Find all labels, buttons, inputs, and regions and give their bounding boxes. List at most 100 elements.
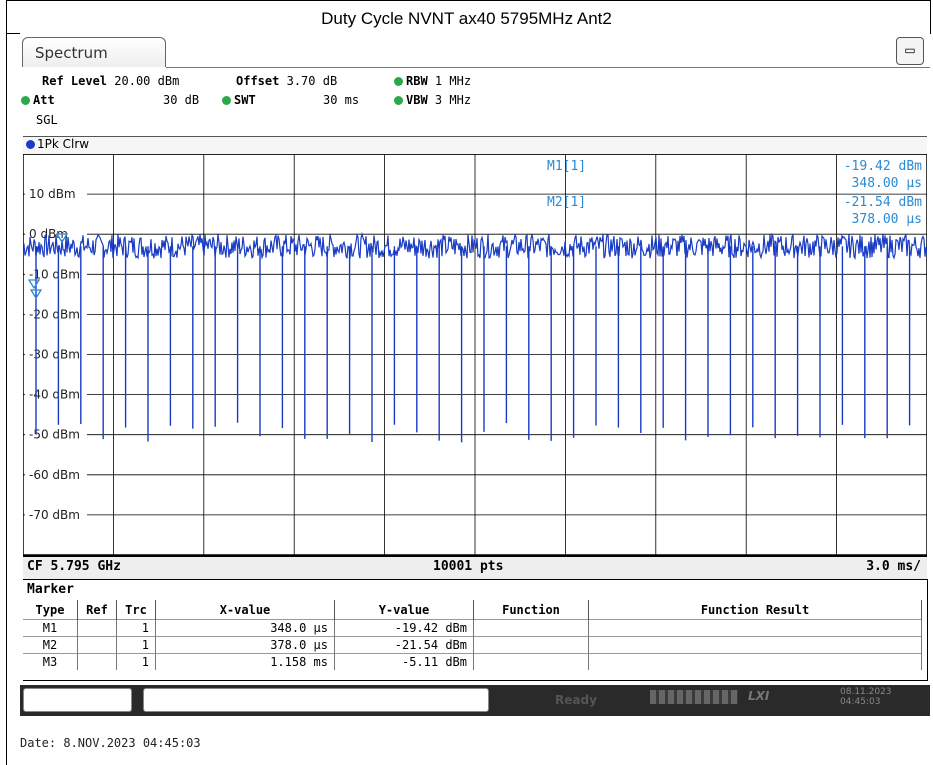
- col-trc: Trc: [116, 600, 156, 620]
- marker-table-header: Type Ref Trc X-value Y-value Function Fu…: [23, 600, 922, 620]
- marker-readout-time: 378.00 µs: [852, 212, 922, 227]
- vbw-label: VBW: [406, 93, 428, 107]
- row-function: [473, 619, 589, 637]
- lxi-logo: LXI: [748, 689, 770, 703]
- marker-table: Marker Type Ref Trc X-value Y-value Func…: [23, 579, 928, 681]
- marker-readout-level: -19.42 dBm: [844, 159, 922, 174]
- table-row[interactable]: M3 1 1.158 ms -5.11 dBm: [23, 653, 922, 670]
- rbw-setting: RBW 1 MHz: [394, 74, 471, 88]
- row-x-value: 1.158 ms: [155, 653, 335, 670]
- time-per-division: 3.0 ms/: [866, 559, 921, 574]
- row-type: M3: [23, 653, 78, 670]
- sweep-points: 10001 pts: [433, 559, 504, 574]
- menu-icon[interactable]: ▭: [896, 37, 924, 65]
- trace-indicator-icon: [26, 140, 35, 149]
- capture-date: Date: 8.NOV.2023 04:45:03: [20, 736, 201, 750]
- trace-line: [22, 232, 928, 260]
- row-ref: [77, 636, 117, 654]
- status-field-2[interactable]: [143, 688, 489, 712]
- spectrum-analyzer-screen: Spectrum ▭ Ref Level 20.00 dBm Offset 3.…: [20, 31, 930, 716]
- page-title: Duty Cycle NVNT ax40 5795MHz Ant2: [321, 9, 612, 28]
- marker-readout-name: M1[1]: [547, 159, 586, 174]
- att-label: Att: [33, 93, 55, 107]
- y-label-bg: [25, 305, 87, 320]
- ready-indicator: Ready: [555, 693, 597, 707]
- att-value: 30 dB: [163, 93, 200, 107]
- y-axis-label: -20 dBm: [29, 307, 80, 321]
- y-axis-label: 10 dBm: [29, 187, 76, 201]
- row-y-value: -21.54 dBm: [334, 636, 474, 654]
- sweep-mode: SGL: [36, 113, 58, 127]
- row-y-value: -5.11 dBm: [334, 653, 474, 670]
- ref-level-value: 20.00 dBm: [114, 74, 180, 88]
- table-row[interactable]: M2 1 378.0 µs -21.54 dBm: [23, 636, 922, 654]
- row-type: M2: [23, 636, 78, 654]
- title-underline: [6, 33, 20, 34]
- frame-top-border: [6, 0, 931, 1]
- y-label-bg: [25, 265, 87, 280]
- vbw-setting: VBW 3 MHz: [394, 93, 471, 107]
- row-y-value: -19.42 dBm: [334, 619, 474, 637]
- offset-setting: Offset 3.70 dB: [236, 74, 337, 88]
- swt-value-wrap: 30 ms: [323, 93, 359, 107]
- row-function-result: [588, 653, 922, 670]
- marker-m1-symbol: [27, 279, 41, 290]
- frame-right-border: [930, 0, 931, 34]
- marker-readout-name: M2[1]: [547, 195, 586, 210]
- center-frequency: CF 5.795 GHz: [27, 559, 121, 574]
- rbw-indicator-icon: [394, 77, 403, 86]
- marker-m3-symbol: [55, 233, 69, 244]
- y-label-bg: [25, 345, 87, 360]
- swt-indicator-icon: [222, 96, 231, 105]
- offset-label: Offset: [236, 74, 280, 88]
- tab-spectrum[interactable]: Spectrum: [22, 37, 166, 67]
- col-x-value: X-value: [155, 600, 335, 620]
- row-ref: [77, 619, 117, 637]
- col-ref: Ref: [77, 600, 117, 620]
- settings-row-1: Ref Level 20.00 dBm: [42, 74, 179, 88]
- row-type: M1: [23, 619, 78, 637]
- col-function: Function: [473, 600, 589, 620]
- offset-value: 3.70 dB: [286, 74, 338, 88]
- progress-meter: [650, 690, 738, 704]
- marker-m2-symbol: [29, 289, 43, 300]
- row-trc: 1: [116, 619, 156, 637]
- spectrum-plot[interactable]: 10 dBm 0 dBm -10 dBm -20 dBm -30 dBm -40 dBm -…: [22, 153, 928, 577]
- att-value-wrap: 30 dB: [163, 93, 199, 107]
- row-x-value: 378.0 µs: [155, 636, 335, 654]
- col-type: Type: [23, 600, 78, 620]
- marker-table-title: Marker: [27, 582, 74, 597]
- col-y-value: Y-value: [334, 600, 474, 620]
- row-function-result: [588, 636, 922, 654]
- tab-divider: [166, 67, 930, 68]
- y-axis-label: 0 dBm: [29, 227, 68, 241]
- att-indicator-icon: [21, 96, 30, 105]
- y-axis-label: -10 dBm: [29, 267, 80, 281]
- swt-value: 30 ms: [323, 93, 360, 107]
- row-function: [473, 653, 589, 670]
- table-row[interactable]: M1 1 348.0 µs -19.42 dBm: [23, 619, 922, 637]
- row-trc: 1: [116, 636, 156, 654]
- y-label-bg: [25, 385, 87, 400]
- trace-label: 1Pk Clrw: [37, 137, 90, 151]
- instrument-status-bar: Ready LXI 08.11.2023 04:45:03: [20, 685, 930, 716]
- vbw-value: 3 MHz: [434, 93, 472, 107]
- att-setting: Att: [21, 93, 55, 107]
- instrument-time: 04:45:03: [840, 697, 881, 707]
- rbw-label: RBW: [406, 74, 428, 88]
- status-field-1[interactable]: [23, 688, 132, 712]
- plot-status-bar: CF 5.795 GHz 10001 pts 3.0 ms/: [23, 555, 927, 579]
- row-function: [473, 636, 589, 654]
- y-label-bg: [25, 505, 87, 520]
- y-label-bg: [25, 425, 87, 440]
- y-label-bg: [25, 185, 87, 200]
- instrument-date: 08.11.2023: [840, 687, 892, 697]
- ref-level-label: Ref Level: [42, 74, 108, 88]
- swt-label: SWT: [234, 93, 256, 107]
- rbw-value: 1 MHz: [434, 74, 472, 88]
- row-x-value: 348.0 µs: [155, 619, 335, 637]
- y-axis-label: -60 dBm: [29, 468, 80, 482]
- row-function-result: [588, 619, 922, 637]
- y-axis-label: -30 dBm: [29, 348, 80, 362]
- row-ref: [77, 653, 117, 670]
